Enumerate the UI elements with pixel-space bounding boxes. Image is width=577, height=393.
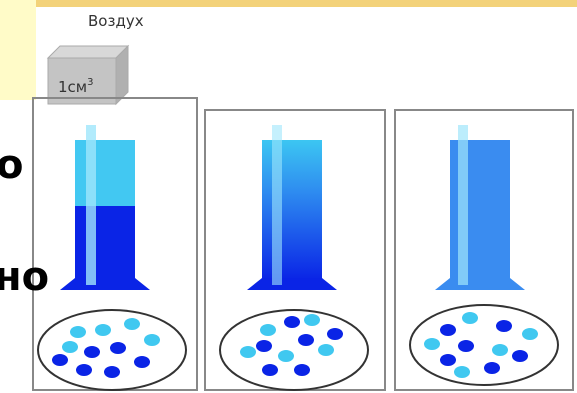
particle-circles: [38, 305, 558, 390]
air-label: Воздух: [88, 12, 144, 30]
side-fragment: но: [0, 254, 49, 300]
cube-label-base: 1см: [58, 78, 87, 96]
cube-label-exponent: 3: [87, 77, 93, 88]
cube: 1см3: [48, 46, 128, 104]
top-strip: [36, 0, 577, 7]
diffusion-illustration: Воздух 1см3: [0, 0, 577, 393]
side-fragment: о: [0, 142, 23, 188]
side-strip: [0, 0, 36, 100]
